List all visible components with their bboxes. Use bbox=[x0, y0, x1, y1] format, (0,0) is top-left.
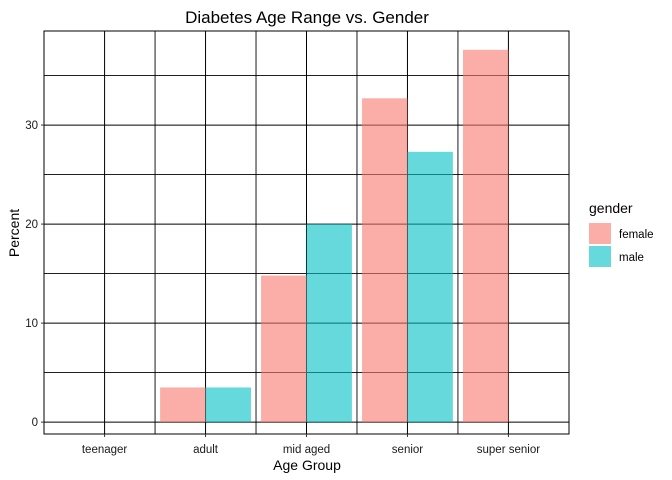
bar-male-senior bbox=[407, 151, 453, 423]
x-tick-label: super senior bbox=[477, 444, 540, 456]
x-tick-label: senior bbox=[392, 444, 423, 456]
x-tick-label: mid aged bbox=[283, 444, 330, 456]
x-tick-label: adult bbox=[193, 444, 219, 456]
y-tick-label: 10 bbox=[25, 318, 38, 330]
bar-female-mid-aged bbox=[261, 275, 307, 423]
legend-key-male bbox=[589, 246, 611, 267]
legend-key-female bbox=[589, 223, 611, 244]
plot-bars bbox=[160, 49, 509, 423]
legend-title: gender bbox=[589, 200, 633, 216]
legend-label-male: male bbox=[619, 252, 644, 264]
legend-label-female: female bbox=[619, 229, 654, 241]
y-axis-ticks: 0 10 20 30 bbox=[25, 120, 44, 429]
legend-items: female male bbox=[589, 223, 654, 267]
bar-male-adult bbox=[205, 387, 251, 423]
x-tick-label: teenager bbox=[82, 444, 128, 456]
legend: gender female male bbox=[589, 200, 654, 267]
bar-female-super-senior bbox=[462, 49, 509, 423]
x-axis-title: Age Group bbox=[273, 457, 341, 473]
bar-female-senior bbox=[362, 98, 408, 423]
bar-male-mid-aged bbox=[306, 224, 352, 423]
y-tick-label: 20 bbox=[25, 219, 38, 231]
y-tick-label: 30 bbox=[25, 120, 38, 132]
bar-female-adult bbox=[160, 387, 206, 423]
x-axis-ticks: teenager adult mid aged senior super senior bbox=[82, 434, 540, 456]
y-axis-title: Percent bbox=[6, 209, 22, 257]
y-tick-label: 0 bbox=[32, 417, 38, 429]
chart-title: Diabetes Age Range vs. Gender bbox=[185, 8, 429, 27]
